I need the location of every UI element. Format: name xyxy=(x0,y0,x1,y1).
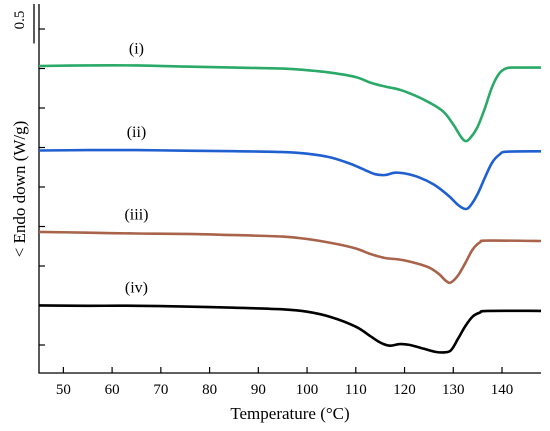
curve-label-4: (iv) xyxy=(125,280,148,297)
x-tick-label-5: 100 xyxy=(296,382,319,398)
x-tick-label-6: 110 xyxy=(345,382,367,398)
x-tick-label-4: 90 xyxy=(251,382,266,398)
curve-label-3: (iii) xyxy=(124,206,148,223)
x-tick-label-1: 60 xyxy=(105,382,120,398)
curve-label-1: (i) xyxy=(129,40,144,57)
plot-frame xyxy=(38,4,541,374)
series-line-3 xyxy=(38,230,542,285)
x-tick-label-9: 140 xyxy=(491,382,514,398)
curve-label-2: (ii) xyxy=(127,124,147,141)
axis-lines xyxy=(38,4,541,374)
series-group xyxy=(38,64,542,354)
x-tick-label-8: 130 xyxy=(442,382,465,398)
x-tick-label-2: 70 xyxy=(153,382,168,398)
scale-bar: 0.5 xyxy=(12,4,35,44)
y-axis-ticks xyxy=(39,28,45,346)
curve-labels: (i) (ii) (iii) (iv) xyxy=(124,40,148,296)
y-axis-title: < Endo down (W/g) xyxy=(10,121,29,258)
scale-bar-label: 0.5 xyxy=(12,11,28,30)
series-line-2 xyxy=(38,148,542,211)
series-line-1 xyxy=(38,64,542,143)
x-tick-label-3: 80 xyxy=(202,382,217,398)
x-tick-label-0: 50 xyxy=(56,382,71,398)
series-line-4 xyxy=(38,304,542,354)
x-axis-ticks xyxy=(62,367,503,373)
x-axis-title: Temperature (°C) xyxy=(230,404,349,423)
x-axis-tick-labels: 50 60 70 80 90 100 110 120 130 140 xyxy=(56,382,513,398)
x-tick-label-7: 120 xyxy=(393,382,416,398)
